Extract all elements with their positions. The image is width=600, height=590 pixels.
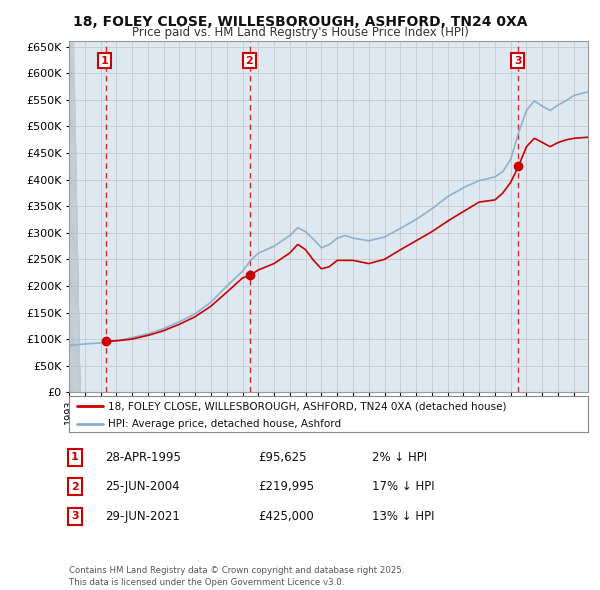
Text: 2% ↓ HPI: 2% ↓ HPI xyxy=(372,451,427,464)
Text: £219,995: £219,995 xyxy=(258,480,314,493)
Text: 18, FOLEY CLOSE, WILLESBOROUGH, ASHFORD, TN24 0XA: 18, FOLEY CLOSE, WILLESBOROUGH, ASHFORD,… xyxy=(73,15,527,29)
Text: 1: 1 xyxy=(101,55,109,65)
Text: 3: 3 xyxy=(71,512,79,521)
Text: 29-JUN-2021: 29-JUN-2021 xyxy=(105,510,180,523)
Text: Contains HM Land Registry data © Crown copyright and database right 2025.
This d: Contains HM Land Registry data © Crown c… xyxy=(69,566,404,587)
Text: Price paid vs. HM Land Registry's House Price Index (HPI): Price paid vs. HM Land Registry's House … xyxy=(131,26,469,39)
Text: 2: 2 xyxy=(245,55,253,65)
Text: 17% ↓ HPI: 17% ↓ HPI xyxy=(372,480,434,493)
Text: 18, FOLEY CLOSE, WILLESBOROUGH, ASHFORD, TN24 0XA (detached house): 18, FOLEY CLOSE, WILLESBOROUGH, ASHFORD,… xyxy=(108,401,506,411)
Text: 25-JUN-2004: 25-JUN-2004 xyxy=(105,480,179,493)
Text: £425,000: £425,000 xyxy=(258,510,314,523)
Text: £95,625: £95,625 xyxy=(258,451,307,464)
Text: HPI: Average price, detached house, Ashford: HPI: Average price, detached house, Ashf… xyxy=(108,419,341,429)
Text: 28-APR-1995: 28-APR-1995 xyxy=(105,451,181,464)
Text: 3: 3 xyxy=(514,55,521,65)
Text: 1: 1 xyxy=(71,453,79,462)
Text: 2: 2 xyxy=(71,482,79,491)
Text: 13% ↓ HPI: 13% ↓ HPI xyxy=(372,510,434,523)
